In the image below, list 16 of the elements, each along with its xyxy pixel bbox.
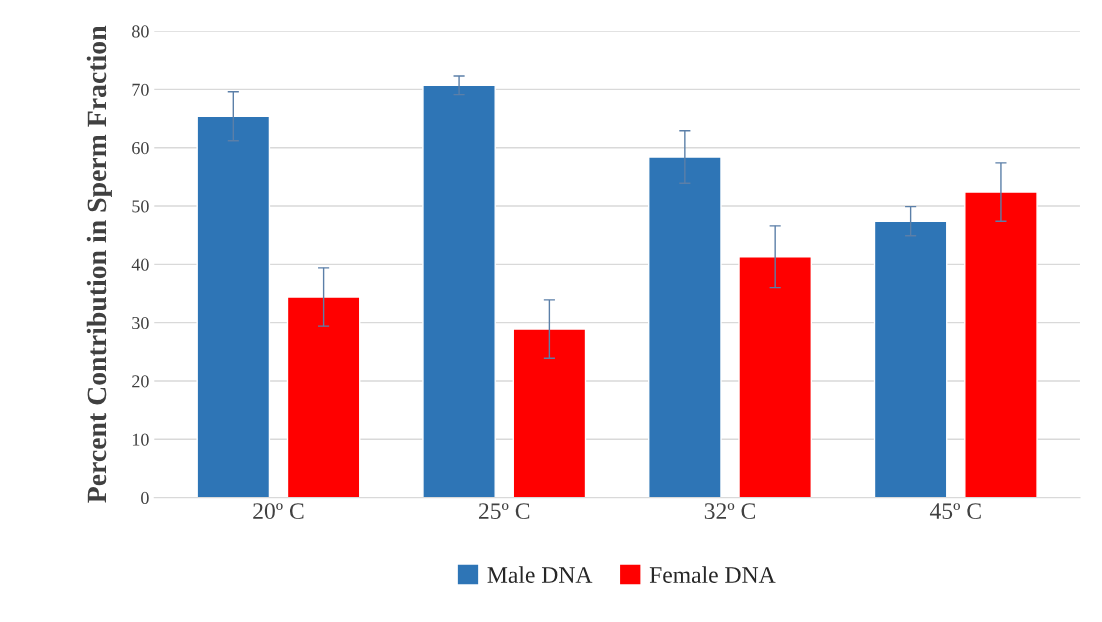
x-tick-label: 32º C xyxy=(704,503,755,520)
y-tick-label: 60 xyxy=(132,141,149,155)
y-tick-label: 80 xyxy=(132,25,149,38)
y-axis-title: Percent Contribution in Sperm Fraction xyxy=(86,25,112,503)
y-tick-label: 20 xyxy=(132,375,149,388)
y-tick-label: 10 xyxy=(132,433,149,446)
y-tick-label: 40 xyxy=(131,258,149,271)
y-tick-label: 0 xyxy=(141,491,149,505)
x-tick-label: 20º C xyxy=(253,503,304,520)
x-tick-label: 45º C xyxy=(929,503,981,520)
legend-label: Female DNA xyxy=(649,566,776,583)
legend-label: Male DNA xyxy=(487,566,593,583)
y-tick-label: 30 xyxy=(132,316,149,330)
y-tick-label: 50 xyxy=(132,200,149,213)
x-tick-label: 25º C xyxy=(478,503,530,520)
y-tick-label: 70 xyxy=(132,83,149,96)
